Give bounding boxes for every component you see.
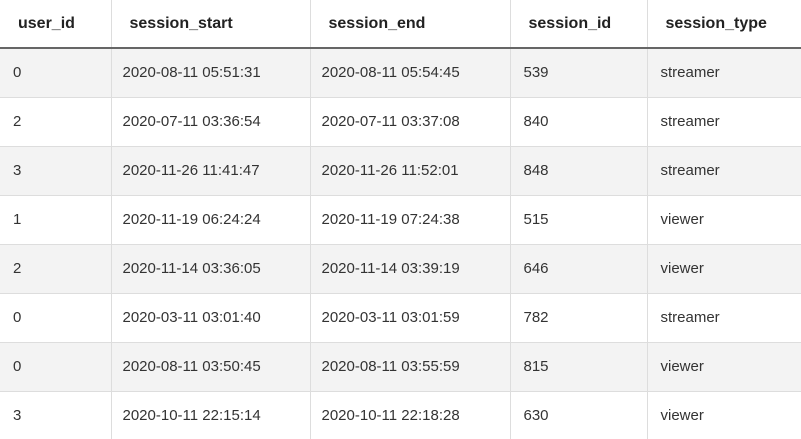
cell-session-id: 840 — [510, 97, 648, 147]
column-header-session-start: session_start — [111, 0, 311, 49]
cell-session-start: 2020-08-11 03:50:45 — [111, 342, 311, 392]
cell-session-type: viewer — [647, 244, 801, 294]
cell-session-end: 2020-11-19 07:24:38 — [310, 195, 511, 245]
cell-session-id: 646 — [510, 244, 648, 294]
cell-session-type: viewer — [647, 391, 801, 439]
cell-session-end: 2020-08-11 03:55:59 — [310, 342, 511, 392]
cell-session-end: 2020-07-11 03:37:08 — [310, 97, 511, 147]
table-row: 0 2020-08-11 05:51:31 2020-08-11 05:54:45 5… — [0, 48, 801, 98]
cell-user-id: 3 — [0, 391, 112, 439]
table-row: 1 2020-11-19 06:24:24 2020-11-19 07:24:38 5… — [0, 195, 801, 245]
column-header-session-end: session_end — [310, 0, 511, 49]
cell-session-start: 2020-11-19 06:24:24 — [111, 195, 311, 245]
cell-session-end: 2020-10-11 22:18:28 — [310, 391, 511, 439]
table-row: 2 2020-07-11 03:36:54 2020-07-11 03:37:08 8… — [0, 97, 801, 147]
cell-session-end: 2020-03-11 03:01:59 — [310, 293, 511, 343]
cell-session-start: 2020-11-26 11:41:47 — [111, 146, 311, 196]
table-row: 2 2020-11-14 03:36:05 2020-11-14 03:39:19 6… — [0, 244, 801, 294]
cell-user-id: 3 — [0, 146, 112, 196]
cell-session-type: streamer — [647, 97, 801, 147]
cell-session-end: 2020-11-14 03:39:19 — [310, 244, 511, 294]
cell-session-start: 2020-11-14 03:36:05 — [111, 244, 311, 294]
table-body: 0 2020-08-11 05:51:31 2020-08-11 05:54:45 5… — [0, 48, 801, 439]
column-header-session-type: session_type — [647, 0, 801, 49]
cell-session-start: 2020-03-11 03:01:40 — [111, 293, 311, 343]
header-row: user_id session_start session_end sessio… — [0, 0, 801, 49]
column-header-user-id: user_id — [0, 0, 112, 49]
cell-session-id: 782 — [510, 293, 648, 343]
cell-session-end: 2020-08-11 05:54:45 — [310, 48, 511, 98]
cell-user-id: 1 — [0, 195, 112, 245]
cell-user-id: 0 — [0, 342, 112, 392]
table-row: 0 2020-08-11 03:50:45 2020-08-11 03:55:59 8… — [0, 342, 801, 392]
cell-session-id: 848 — [510, 146, 648, 196]
cell-session-type: viewer — [647, 195, 801, 245]
cell-session-start: 2020-10-11 22:15:14 — [111, 391, 311, 439]
table-row: 3 2020-10-11 22:15:14 2020-10-11 22:18:28 6… — [0, 391, 801, 439]
cell-session-end: 2020-11-26 11:52:01 — [310, 146, 511, 196]
column-header-session-id: session_id — [510, 0, 648, 49]
cell-session-type: viewer — [647, 342, 801, 392]
cell-user-id: 0 — [0, 293, 112, 343]
cell-session-id: 815 — [510, 342, 648, 392]
cell-session-type: streamer — [647, 146, 801, 196]
cell-session-start: 2020-08-11 05:51:31 — [111, 48, 311, 98]
cell-session-type: streamer — [647, 293, 801, 343]
cell-user-id: 2 — [0, 244, 112, 294]
cell-session-id: 630 — [510, 391, 648, 439]
table-row: 3 2020-11-26 11:41:47 2020-11-26 11:52:01 8… — [0, 146, 801, 196]
table-header: user_id session_start session_end sessio… — [0, 0, 801, 49]
cell-session-id: 539 — [510, 48, 648, 98]
table-row: 0 2020-03-11 03:01:40 2020-03-11 03:01:59 7… — [0, 293, 801, 343]
cell-session-type: streamer — [647, 48, 801, 98]
cell-session-start: 2020-07-11 03:36:54 — [111, 97, 311, 147]
cell-session-id: 515 — [510, 195, 648, 245]
cell-user-id: 0 — [0, 48, 112, 98]
cell-user-id: 2 — [0, 97, 112, 147]
